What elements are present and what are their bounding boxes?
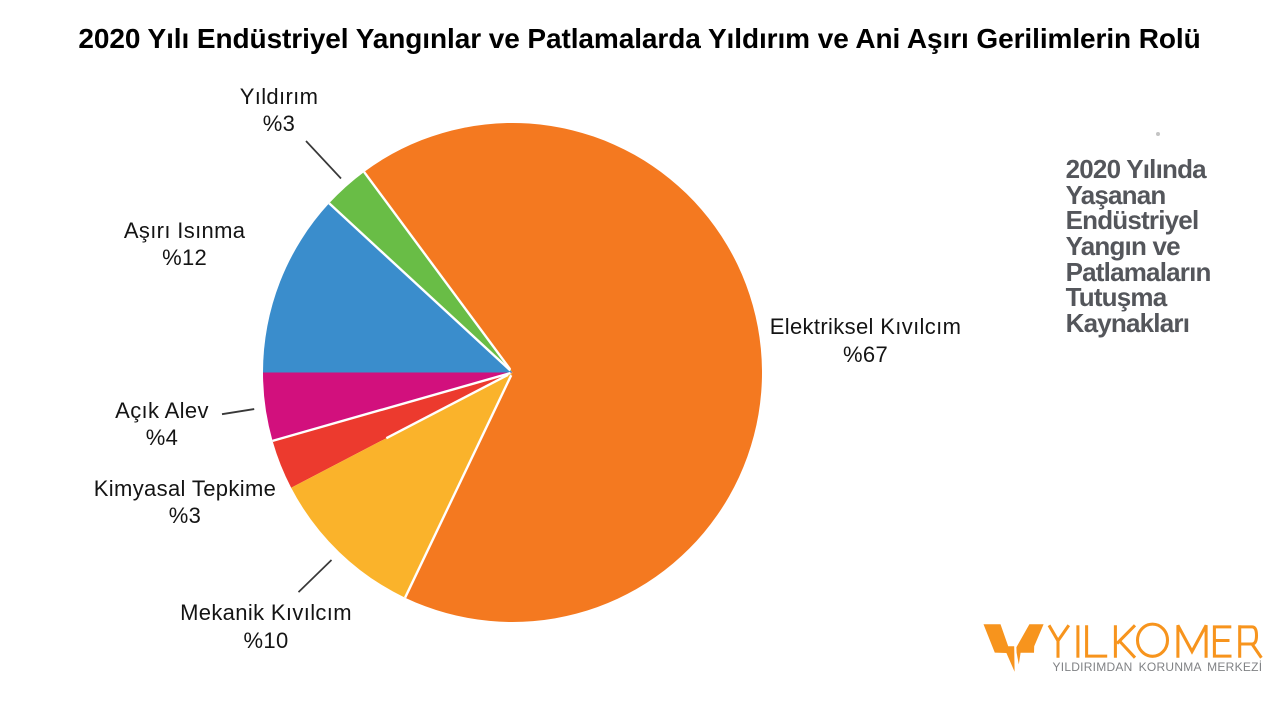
svg-text:YILDIRIMDAN KORUNMA MERKEZİ: YILDIRIMDAN KORUNMA MERKEZİ bbox=[1053, 660, 1263, 674]
